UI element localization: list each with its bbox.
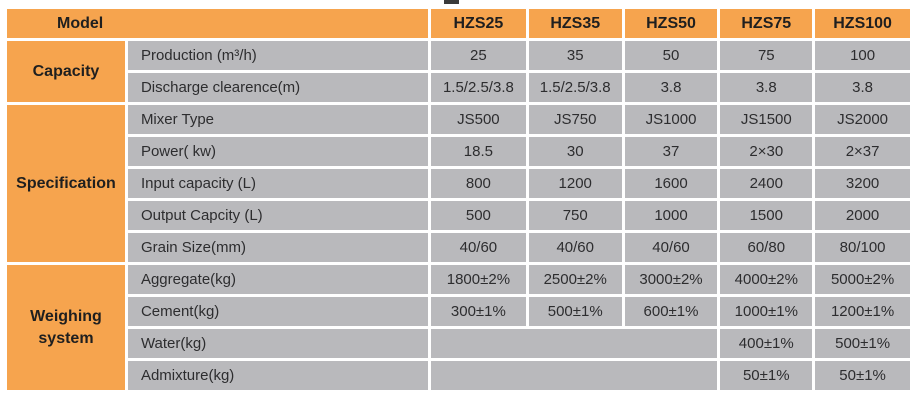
value-cell: 3000±2% xyxy=(624,265,718,294)
param-cell-discharge: Discharge clearence(m) xyxy=(127,73,428,102)
value-cell: 600±1% xyxy=(624,297,718,326)
spec-table: Model HZS25 HZS35 HZS50 HZS75 HZS100 Cap… xyxy=(4,6,913,393)
value-cell: 35 xyxy=(528,41,622,70)
value-cell: 1200±1% xyxy=(815,297,910,326)
param-cell-cement: Cement(kg) xyxy=(127,297,428,326)
value-cell: JS750 xyxy=(528,105,622,134)
value-cell: 30 xyxy=(528,137,622,166)
value-cell: 37 xyxy=(624,137,718,166)
value-cell: 40/60 xyxy=(528,233,622,262)
param-cell-input-capacity: Input capacity (L) xyxy=(127,169,428,198)
value-cell: 3200 xyxy=(815,169,910,198)
value-cell: 25 xyxy=(430,41,526,70)
value-cell: JS1500 xyxy=(720,105,813,134)
value-cell: 2500±2% xyxy=(528,265,622,294)
value-cell: 2×37 xyxy=(815,137,910,166)
row-output-capacity: Output Capcity (L) 500 750 1000 1500 200… xyxy=(7,201,910,230)
value-cell: 5000±2% xyxy=(815,265,910,294)
row-production: Capacity Production (m³/h) 25 35 50 75 1… xyxy=(7,41,910,102)
value-cell: 500 xyxy=(430,201,526,230)
empty-merged-cell xyxy=(430,361,718,390)
value-cell: 40/60 xyxy=(430,233,526,262)
value-cell: 1000±1% xyxy=(720,297,813,326)
param-cell-production: Production (m³/h) xyxy=(127,41,428,70)
row-aggregate: Weighing system Aggregate(kg) 1800±2% 25… xyxy=(7,265,910,390)
value-cell: 1000 xyxy=(624,201,718,230)
row-input-capacity: Input capacity (L) 800 1200 1600 2400 32… xyxy=(7,169,910,198)
value-cell: 50±1% xyxy=(720,361,813,390)
group-cell-weighing-system: Weighing system xyxy=(7,265,125,390)
value-cell: 800 xyxy=(430,169,526,198)
param-cell-aggregate: Aggregate(kg) xyxy=(127,265,428,294)
value-cell: 1500 xyxy=(720,201,813,230)
column-header-hzs100: HZS100 xyxy=(815,9,910,38)
column-header-hzs75: HZS75 xyxy=(720,9,813,38)
group-cell-specification: Specification xyxy=(7,105,125,262)
value-cell: JS500 xyxy=(430,105,526,134)
param-cell-water: Water(kg) xyxy=(127,329,428,358)
value-cell: 400±1% xyxy=(720,329,813,358)
column-header-hzs25: HZS25 xyxy=(430,9,526,38)
row-grain-size: Grain Size(mm) 40/60 40/60 40/60 60/80 8… xyxy=(7,233,910,262)
value-cell: 50 xyxy=(624,41,718,70)
value-cell: 1800±2% xyxy=(430,265,526,294)
param-cell-admixture: Admixture(kg) xyxy=(127,361,428,390)
value-cell: 60/80 xyxy=(720,233,813,262)
value-cell: 2400 xyxy=(720,169,813,198)
value-cell: 2×30 xyxy=(720,137,813,166)
column-header-hzs50: HZS50 xyxy=(624,9,718,38)
column-header-hzs35: HZS35 xyxy=(528,9,622,38)
value-cell: 18.5 xyxy=(430,137,526,166)
value-cell: 750 xyxy=(528,201,622,230)
value-cell: 1.5/2.5/3.8 xyxy=(430,73,526,102)
value-cell: 500±1% xyxy=(815,329,910,358)
value-cell: 1200 xyxy=(528,169,622,198)
cropped-title-artifact xyxy=(444,0,459,4)
value-cell: 300±1% xyxy=(430,297,526,326)
value-cell: 4000±2% xyxy=(720,265,813,294)
param-cell-output-capacity: Output Capcity (L) xyxy=(127,201,428,230)
value-cell: 1.5/2.5/3.8 xyxy=(528,73,622,102)
row-cement: Cement(kg) 300±1% 500±1% 600±1% 1000±1% … xyxy=(7,297,910,326)
row-admixture: Admixture(kg) 50±1% 50±1% xyxy=(7,361,910,390)
value-cell: 1600 xyxy=(624,169,718,198)
model-header-cell: Model xyxy=(7,9,428,38)
value-cell: 75 xyxy=(720,41,813,70)
value-cell: 80/100 xyxy=(815,233,910,262)
param-cell-mixer-type: Mixer Type xyxy=(127,105,428,134)
value-cell: JS2000 xyxy=(815,105,910,134)
value-cell: 3.8 xyxy=(720,73,813,102)
param-cell-grain-size: Grain Size(mm) xyxy=(127,233,428,262)
row-power: Power( kw) 18.5 30 37 2×30 2×37 xyxy=(7,137,910,166)
row-mixer-type: Specification Mixer Type JS500 JS750 JS1… xyxy=(7,105,910,262)
value-cell: 3.8 xyxy=(815,73,910,102)
value-cell: 100 xyxy=(815,41,910,70)
header-row: Model HZS25 HZS35 HZS50 HZS75 HZS100 xyxy=(7,9,910,38)
value-cell: 50±1% xyxy=(815,361,910,390)
row-discharge-clearence: Discharge clearence(m) 1.5/2.5/3.8 1.5/2… xyxy=(7,73,910,102)
group-cell-capacity: Capacity xyxy=(7,41,125,102)
empty-merged-cell xyxy=(430,329,718,358)
param-cell-power: Power( kw) xyxy=(127,137,428,166)
value-cell: 2000 xyxy=(815,201,910,230)
value-cell: 40/60 xyxy=(624,233,718,262)
row-water: Water(kg) 400±1% 500±1% xyxy=(7,329,910,358)
value-cell: 3.8 xyxy=(624,73,718,102)
value-cell: JS1000 xyxy=(624,105,718,134)
value-cell: 500±1% xyxy=(528,297,622,326)
